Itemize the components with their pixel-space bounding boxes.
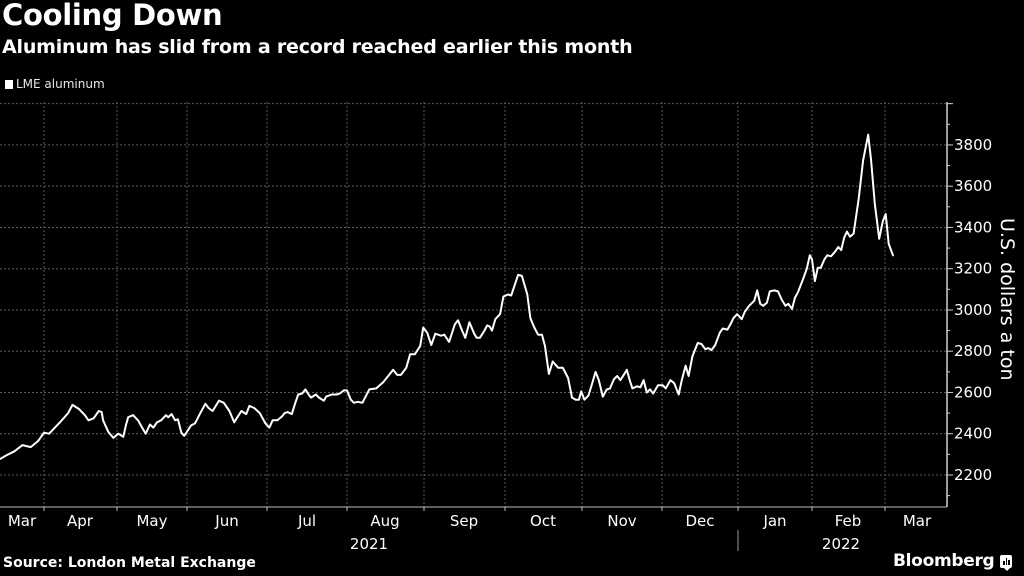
legend: LME aluminum [5, 77, 105, 91]
y-tick-label: 3400 [954, 218, 992, 236]
legend-swatch-icon [5, 79, 13, 89]
x-tick-label: Feb [835, 512, 862, 530]
year-label: 2021 [350, 535, 388, 553]
legend-label: LME aluminum [16, 77, 105, 91]
y-tick-label: 2800 [954, 342, 992, 360]
chart-title: Cooling Down [2, 0, 223, 32]
x-tick-label: Aug [370, 512, 399, 530]
x-tick-label: Nov [607, 512, 636, 530]
x-tick-label: Apr [67, 512, 94, 530]
y-tick-label: 3800 [954, 136, 992, 154]
y-axis-title: U.S. dollars a ton [996, 218, 1018, 381]
y-axis: 2200 2400 2600 2800 3000 3200 3400 3600 3800 [946, 102, 992, 507]
y-tick-label: 3000 [954, 301, 992, 319]
bloomberg-chart-icon [1000, 554, 1013, 571]
y-tick-label: 3200 [954, 260, 992, 278]
chart-subtitle: Aluminum has slid from a record reached … [2, 36, 633, 58]
y-tick-label: 3600 [954, 177, 992, 195]
x-tick-label: Sep [450, 512, 478, 530]
gridlines [0, 102, 947, 507]
y-tick-label: 2600 [954, 383, 992, 401]
x-tick-label: Mar [8, 512, 37, 530]
x-tick-label: May [136, 512, 167, 530]
y-tick-label: 2200 [954, 466, 992, 484]
brand-name: Bloomberg [893, 551, 995, 571]
source-note: Source: London Metal Exchange [3, 555, 256, 571]
x-tick-label: Jul [297, 512, 316, 530]
x-tick-label: Oct [530, 512, 556, 530]
x-axis: Mar Apr May Jun Jul Aug Sep Oct Nov Dec Jan Feb Mar 2… [0, 506, 947, 553]
brand-logo: Bloomberg [893, 551, 1013, 571]
x-tick-label: Mar [903, 512, 932, 530]
x-tick-label: Dec [685, 512, 714, 530]
year-label: 2022 [822, 535, 860, 553]
x-tick-label: Jun [214, 512, 238, 530]
x-tick-label: Jan [762, 512, 786, 530]
aluminum-price-line [0, 133, 894, 461]
y-tick-label: 2400 [954, 425, 992, 443]
